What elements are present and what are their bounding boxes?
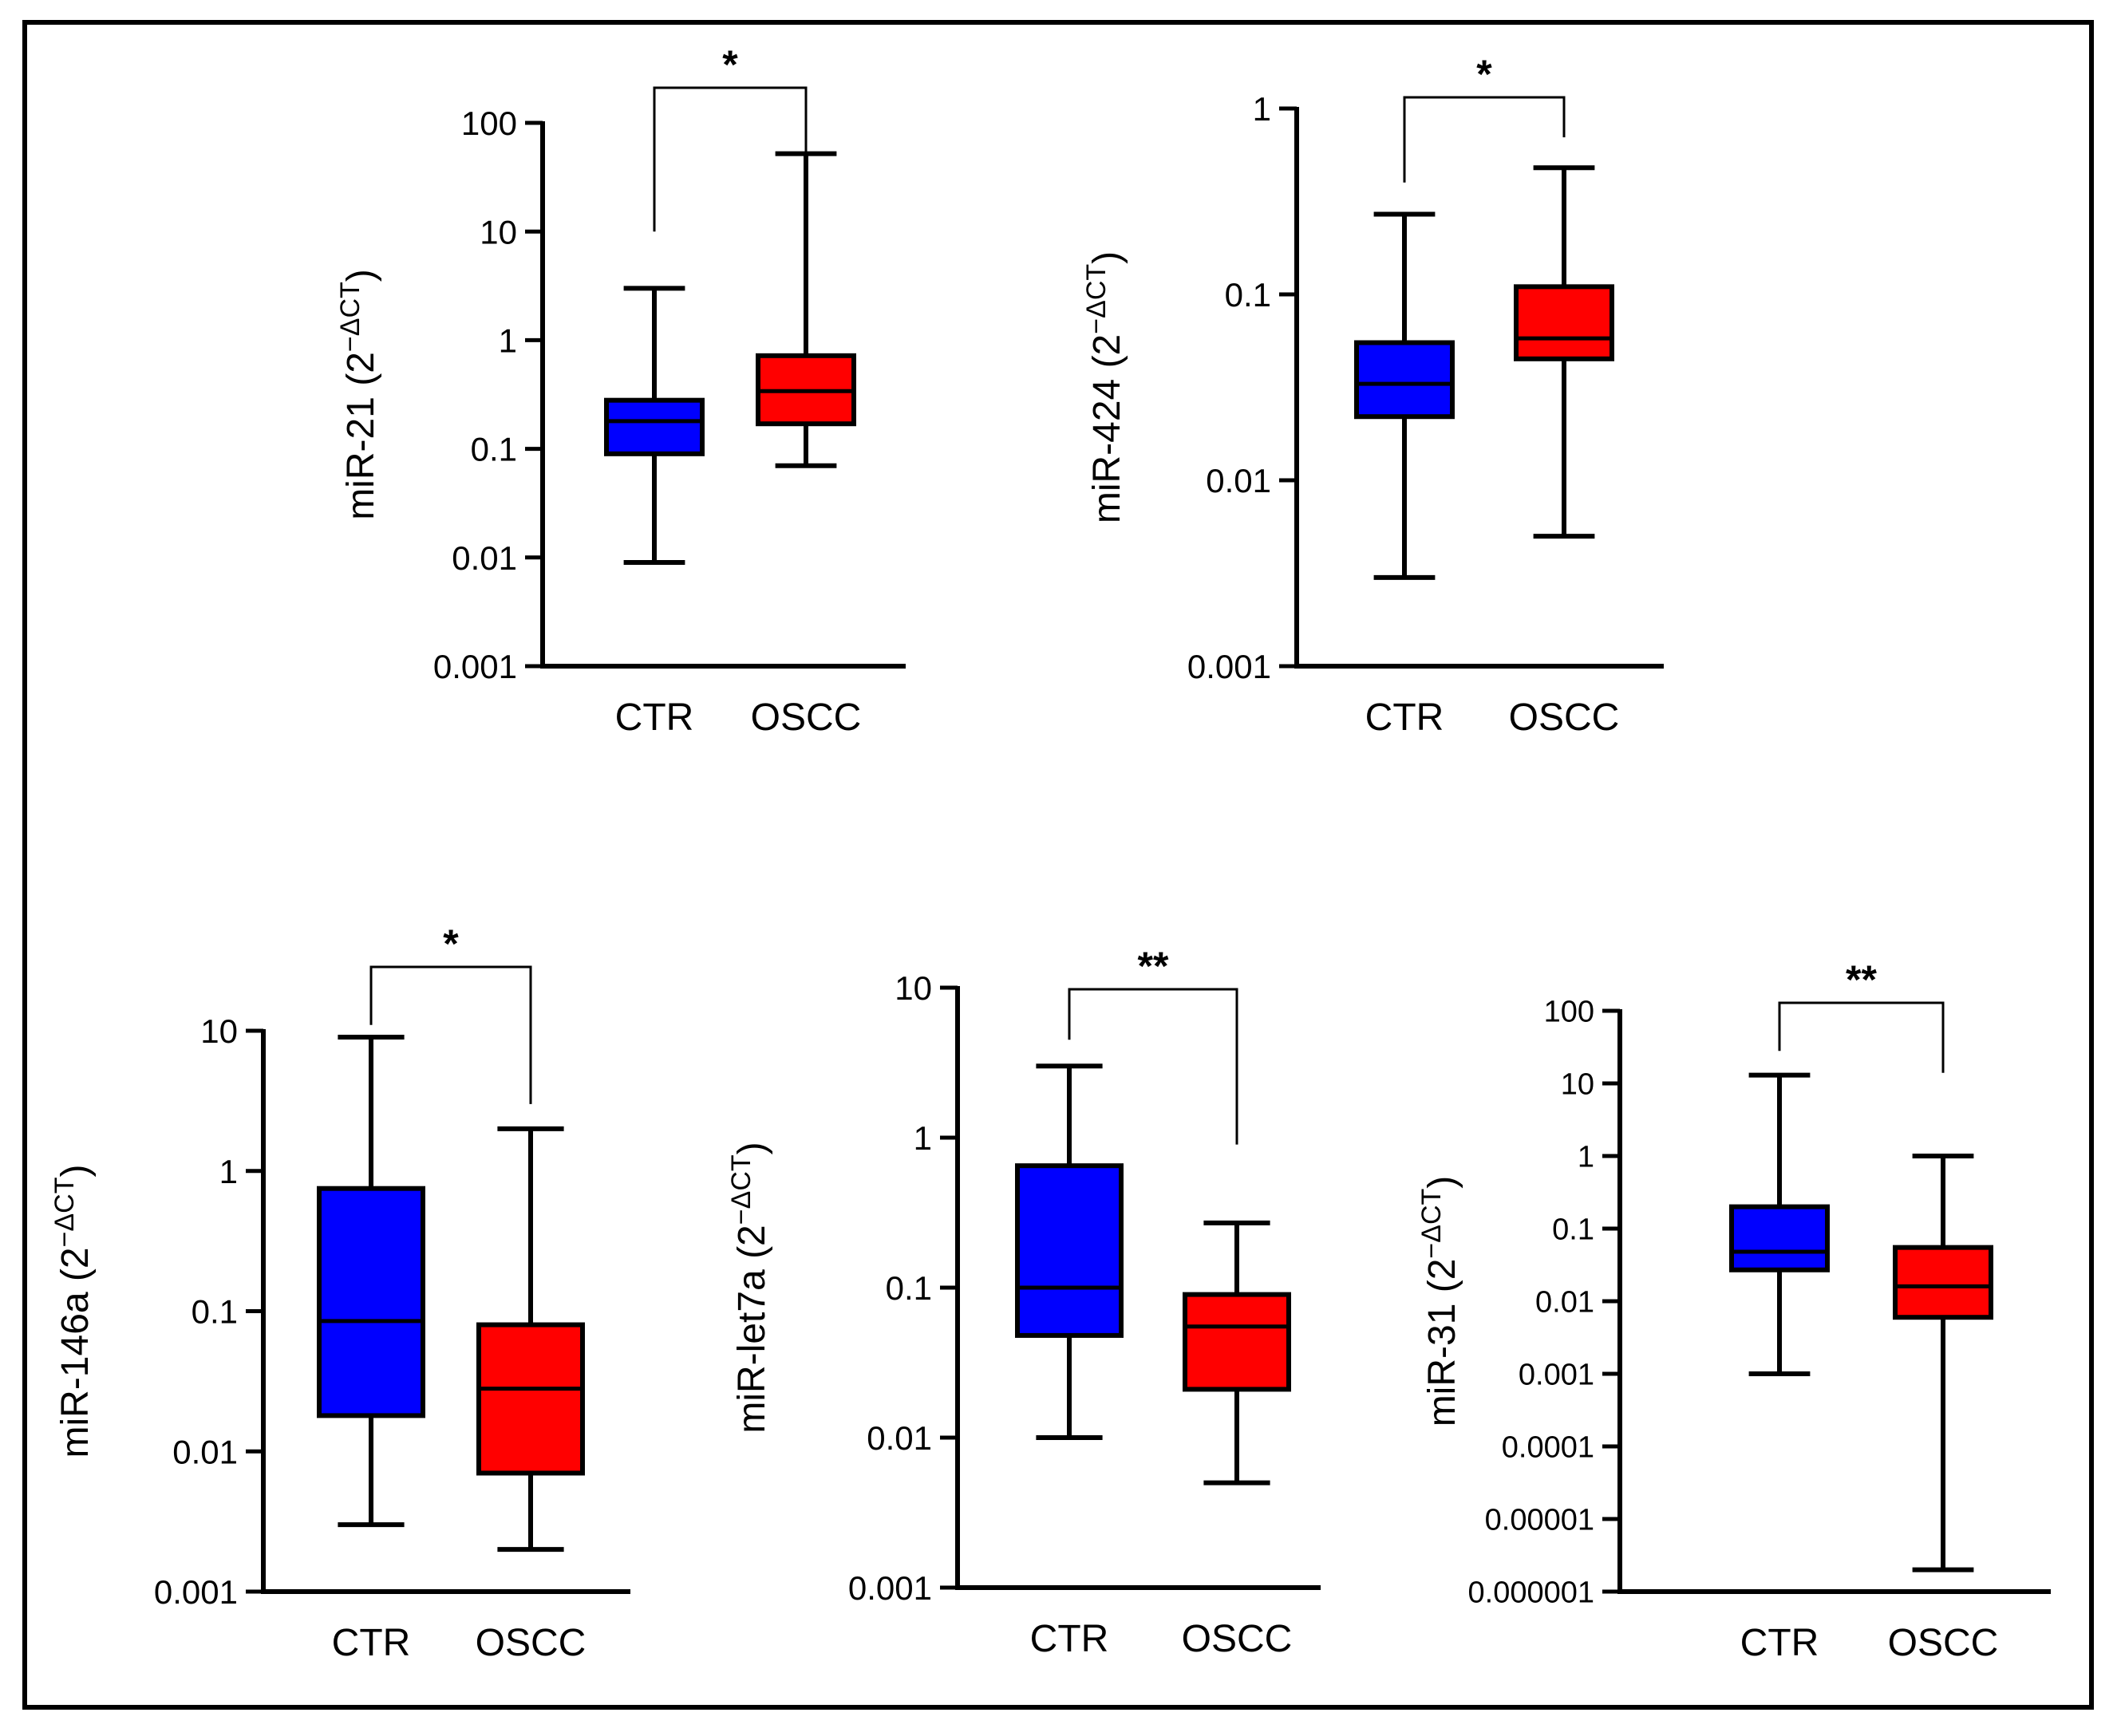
significance-stars: ** (1138, 944, 1169, 988)
box-oscc (1514, 165, 1614, 539)
iqr-box (317, 1186, 425, 1418)
y-tick-label: 1 (219, 1153, 238, 1190)
x-category-label: CTR (1740, 1622, 1819, 1664)
y-axis-label: miR-31 (2−ΔCT) (1416, 1176, 1463, 1427)
box-ctr (1729, 1072, 1830, 1376)
panel-mir-31: 0.000001 0.00001 0.0001 0.001 0.01 0.1 1 10 100 C… (1416, 957, 2051, 1664)
y-tick-label: 1 (914, 1119, 932, 1157)
significance-bracket (1068, 988, 1238, 1145)
box-ctr (1354, 211, 1455, 580)
box-oscc (1893, 1154, 1993, 1572)
y-tick-label: 0.1 (192, 1293, 238, 1331)
y-tick-label: 0.000001 (1468, 1576, 1595, 1610)
iqr-box (1183, 1292, 1291, 1392)
y-tick-label: 0.01 (1535, 1286, 1594, 1320)
y-axis-label: miR-let7a (2−ΔCT) (726, 1142, 773, 1433)
iqr-box (1729, 1204, 1830, 1272)
box-ctr (1015, 1063, 1124, 1440)
y-tick-label: 0.0001 (1502, 1431, 1594, 1465)
x-category-label: OSCC (1888, 1622, 1999, 1664)
y-tick-label: 10 (895, 969, 932, 1007)
y-tick-label: 0.01 (452, 539, 517, 577)
significance-bracket (1403, 96, 1566, 183)
x-category-label: CTR (615, 696, 694, 739)
x-category-label: CTR (1030, 1618, 1109, 1660)
y-axis-label: miR-146a (2−ΔCT) (49, 1165, 97, 1458)
significance-bracket (653, 86, 808, 275)
y-tick-label: 0.001 (154, 1573, 238, 1611)
y-tick-label: 10 (480, 213, 517, 251)
box-ctr (604, 286, 705, 566)
iqr-box (1893, 1245, 1993, 1320)
y-tick-label: 1 (1578, 1141, 1594, 1174)
iqr-box (1354, 340, 1455, 420)
box-oscc (1183, 1220, 1291, 1485)
significance-stars: ** (1846, 957, 1877, 1002)
iqr-box (1514, 284, 1614, 361)
significance-stars: * (443, 921, 459, 966)
y-axis-label: miR-424 (2−ΔCT) (1081, 251, 1128, 523)
panel-mir-21: 0.001 0.01 0.1 1 10 100 CTR OSCC * miR-21 (2−ΔCT) (335, 42, 906, 739)
x-category-label: OSCC (751, 696, 862, 739)
x-category-label: OSCC (1182, 1618, 1293, 1660)
y-tick-label: 10 (1561, 1068, 1594, 1102)
y-tick-label: 0.001 (1187, 648, 1271, 685)
y-tick-label: 0.001 (848, 1569, 932, 1607)
y-tick-label: 0.1 (886, 1269, 932, 1307)
x-category-label: OSCC (476, 1622, 587, 1664)
y-tick-label: 100 (461, 105, 517, 142)
y-tick-label: 0.1 (471, 431, 517, 468)
figure-frame (22, 20, 2094, 1710)
y-tick-label: 0.01 (172, 1433, 238, 1470)
y-tick-label: 100 (1544, 996, 1594, 1029)
significance-bracket (1778, 1001, 1945, 1073)
iqr-box (1015, 1163, 1124, 1338)
y-tick-label: 0.01 (867, 1419, 932, 1457)
box-oscc (476, 1126, 585, 1553)
y-tick-label: 10 (200, 1012, 238, 1050)
significance-stars: * (1476, 52, 1492, 97)
y-axis-label: miR-21 (2−ΔCT) (335, 269, 382, 520)
y-tick-label: 0.001 (1519, 1359, 1594, 1392)
x-category-label: CTR (1365, 696, 1444, 739)
panel-mir-let7a: 0.001 0.01 0.1 1 10 CTR OSCC ** miR-let7a (2−ΔCT… (726, 944, 1321, 1660)
y-tick-label: 0.00001 (1485, 1504, 1594, 1537)
panel-mir-146a: 0.001 0.01 0.1 1 10 CTR OSCC * miR-146a (2−ΔCT) (49, 921, 630, 1664)
y-tick-label: 0.1 (1225, 276, 1271, 314)
iqr-box (604, 397, 705, 456)
iqr-box (476, 1322, 585, 1476)
box-ctr (317, 1035, 425, 1528)
y-tick-label: 0.01 (1206, 462, 1271, 499)
y-tick-label: 0.1 (1552, 1213, 1594, 1247)
y-tick-label: 0.001 (433, 648, 517, 685)
significance-stars: * (722, 42, 738, 87)
y-tick-label: 1 (1253, 90, 1271, 128)
significance-bracket (369, 965, 532, 1104)
y-tick-label: 1 (499, 322, 517, 360)
x-category-label: OSCC (1509, 696, 1620, 739)
panel-mir-424: 0.001 0.01 0.1 1 CTR OSCC * miR-424 (2−ΔCT) (1081, 52, 1664, 739)
x-category-label: CTR (332, 1622, 411, 1664)
